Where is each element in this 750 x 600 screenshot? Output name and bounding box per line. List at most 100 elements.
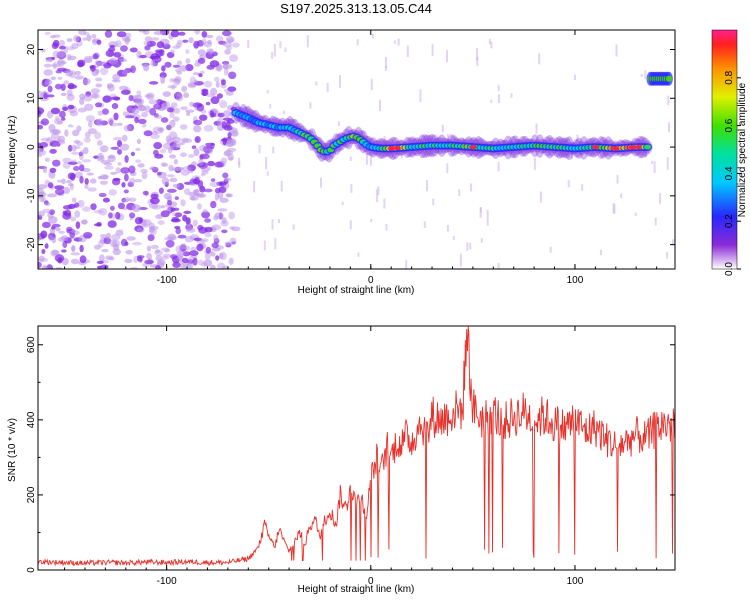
noise-blob [97,110,104,116]
noise-blob [92,39,98,46]
noise-blob [135,147,141,152]
noise-blob [131,204,141,213]
noise-blob [201,88,209,93]
noise-blob [122,198,130,203]
noise-blob [199,185,206,193]
noise-blob [56,60,67,65]
noise-blob [107,117,115,125]
noise-blob [199,70,205,75]
noise-blob [41,197,47,203]
noise-blob [169,119,176,128]
noise-blob [138,30,147,33]
noise-streak [452,235,455,241]
noise-blob [60,92,67,97]
noise-blob [181,85,188,93]
noise-blob [156,259,166,266]
noise-streak [640,73,643,77]
noise-blob [203,124,214,132]
noise-blob [205,34,214,39]
noise-blob [231,131,238,137]
noise-blob [177,39,183,45]
noise-blob [169,112,175,118]
x-tick-label: 0 [368,576,374,587]
noise-blob [169,131,178,140]
noise-blob [222,110,232,118]
noise-blob [101,61,107,65]
noise-streak [306,35,309,48]
noise-blob [172,183,181,188]
noise-blob [52,159,61,167]
noise-blob [204,226,213,233]
colorbar-tick-label: 0.8 [724,70,735,84]
y-tick-label: 20 [26,44,37,56]
noise-blob [185,64,194,72]
y-tick-label: -20 [26,237,37,252]
noise-blob [149,226,155,233]
noise-blob [203,41,213,48]
noise-blob [180,152,187,157]
noise-blob [173,159,178,165]
noise-blob [99,145,109,153]
noise-streak [470,183,472,192]
noise-blob [83,137,91,143]
noise-blob [222,62,229,70]
noise-streak [651,160,653,164]
noise-blob [229,226,235,230]
noise-streak [385,224,388,231]
noise-blob [86,172,94,176]
noise-blob [188,37,194,44]
noise-blob [144,105,151,113]
page-title: S197.2025.313.13.05.C44 [280,1,432,16]
noise-blob [70,173,76,181]
noise-streak [426,180,428,192]
noise-blob [50,76,57,81]
noise-blob [201,211,211,219]
colorbar: 0.0 0.2 0.4 0.6 0.8 Normalized spectral ampl… [711,29,748,276]
noise-streak [570,149,573,160]
noise-blob [196,103,205,112]
noise-blob [50,133,60,140]
noise-streak [644,149,647,158]
noise-blob [153,31,164,35]
noise-blob [178,31,186,36]
noise-streak [379,99,381,111]
noise-blob [129,212,136,219]
noise-blob [217,208,228,212]
noise-blob [175,93,184,102]
noise-blob [221,217,227,224]
noise-blob [194,62,202,67]
noise-streak [406,45,409,57]
y-tick-label: -10 [26,188,37,203]
y-tick-label: 600 [26,336,37,353]
noise-blob [186,227,196,233]
noise-blob [60,83,66,92]
noise-blob [197,57,206,64]
noise-blob [184,236,195,243]
noise-blob [38,210,45,217]
noise-blob [223,177,232,182]
noise-blob [175,227,181,235]
noise-blob [186,262,194,269]
noise-streak [432,198,435,206]
noise-blob [138,118,147,124]
y-tick-label: 10 [26,92,37,104]
noise-blob [161,65,166,72]
noise-blob [150,134,160,139]
noise-blob [53,129,61,135]
noise-blob [90,203,97,211]
noise-streak [341,201,344,206]
noise-streak [653,161,656,173]
noise-blob [120,167,130,174]
noise-blob [210,200,217,209]
noise-blob [227,132,232,138]
noise-blob [136,227,143,233]
noise-blob [134,217,143,225]
noise-blob [121,134,128,142]
noise-blob [52,142,60,147]
noise-blob [83,78,91,85]
noise-blob [194,136,201,143]
noise-blob [82,37,87,41]
noise-blob [130,151,135,157]
noise-blob [74,70,82,76]
noise-streak [480,238,483,243]
